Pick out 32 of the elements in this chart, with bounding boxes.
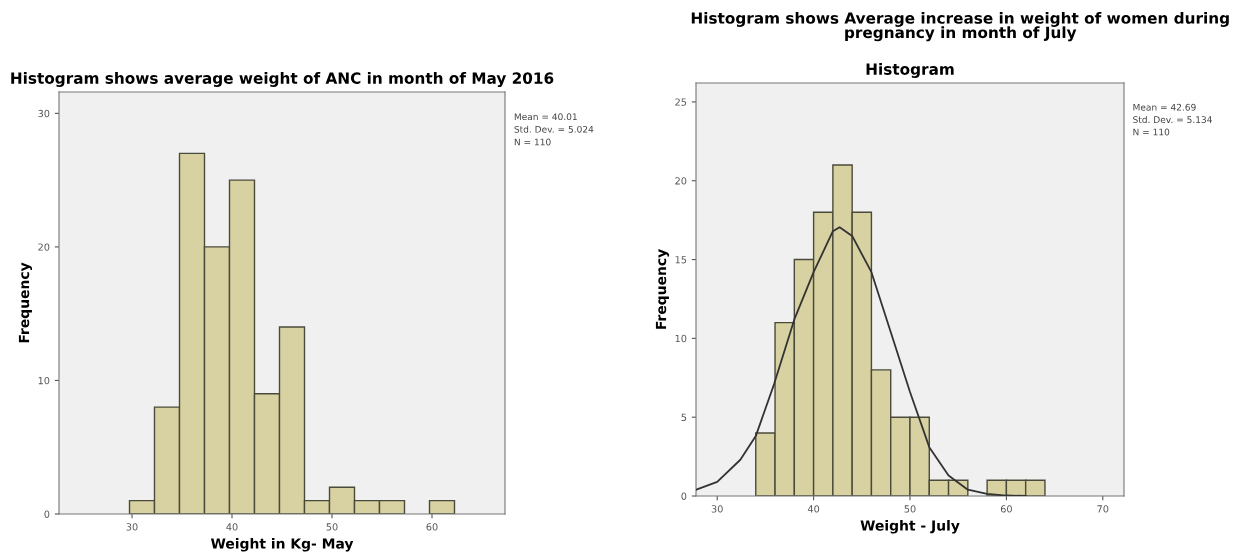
x-axis-title: Weight in Kg- May	[210, 537, 354, 552]
y-tick-label: 25	[675, 98, 687, 106]
y-tick-label: 20	[675, 177, 687, 185]
text: N = 110	[514, 138, 551, 146]
text: Mean = 40.01	[514, 113, 577, 121]
text: N = 110	[1133, 128, 1170, 136]
chart-title: Histogram shows average weight of ANC in month of May 2016	[11, 72, 554, 87]
x-tick-label: 40	[226, 523, 238, 531]
y-tick-label: 30	[38, 109, 50, 118]
x-axis-title: Weight - July	[860, 519, 960, 534]
y-tick-label: 5	[681, 413, 687, 422]
x-tick-label: 30	[711, 505, 723, 513]
x-tick-label: 70	[1097, 505, 1109, 513]
text: Std. Dev. = 5.024	[514, 125, 594, 133]
y-tick-label: 15	[675, 256, 687, 264]
x-tick-label: 50	[904, 505, 916, 513]
x-tick-label: 30	[126, 523, 138, 531]
text: Mean = 42.69	[1133, 103, 1196, 111]
x-tick-label: 60	[1000, 505, 1012, 513]
x-tick-label: 40	[807, 505, 820, 513]
chart-title: Histogram shows Average increase in weight of women during pregnancy in month of July	[691, 12, 1229, 42]
y-axis-title: Frequency	[655, 249, 670, 329]
chart-subtitle: Histogram	[866, 63, 954, 78]
x-tick-label: 50	[326, 523, 338, 531]
y-tick-label: 20	[38, 243, 50, 251]
y-tick-label: 10	[675, 334, 687, 343]
y-tick-label: 0	[44, 510, 50, 518]
y-tick-label: 0	[681, 492, 687, 500]
y-axis-title: Frequency	[18, 262, 33, 343]
x-tick-label: 60	[426, 523, 438, 531]
y-tick-label: 10	[38, 376, 50, 385]
text: Std. Dev. = 5.134	[1133, 116, 1212, 124]
